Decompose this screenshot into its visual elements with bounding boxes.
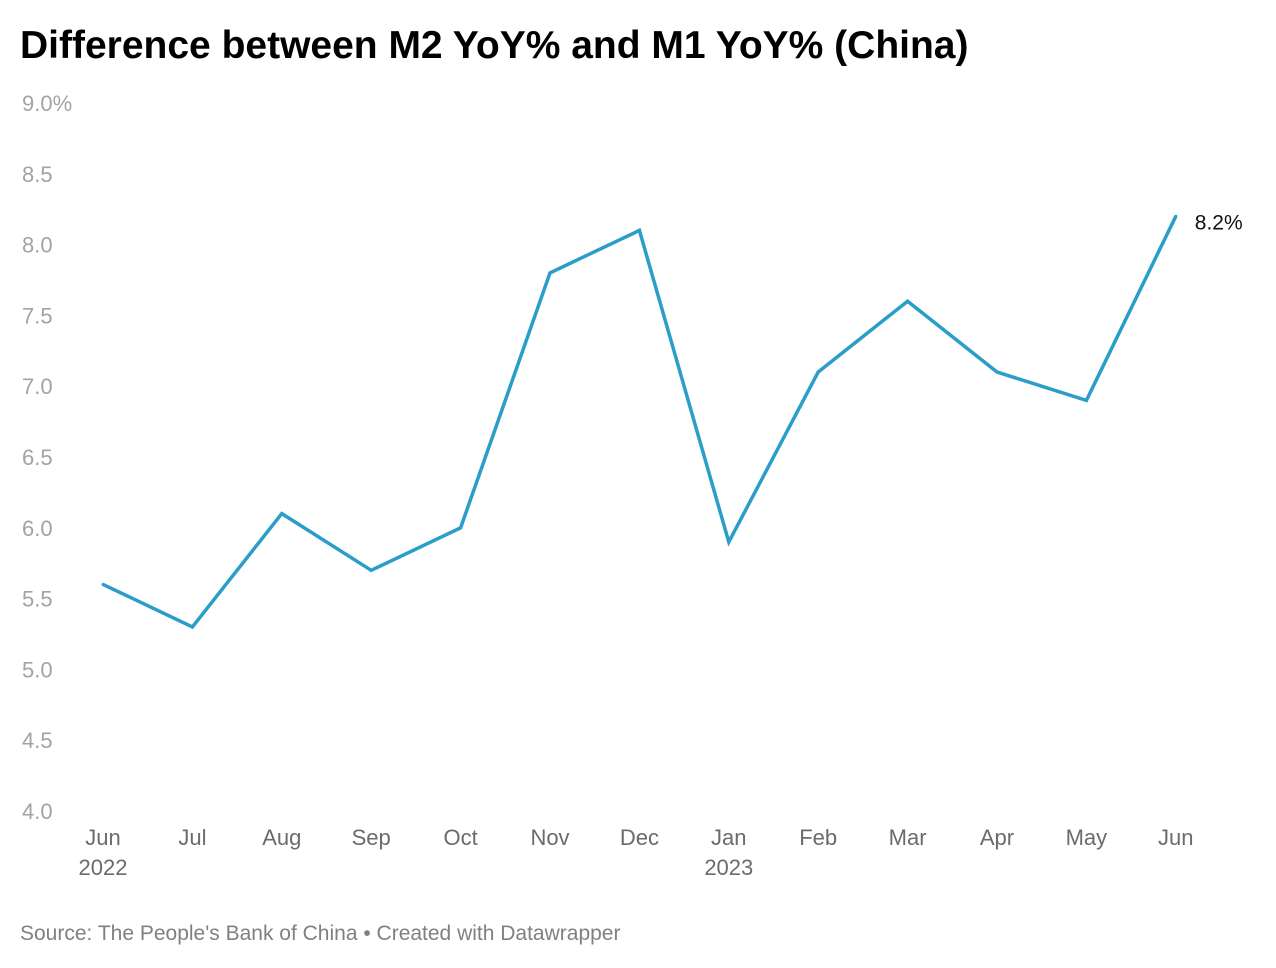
data-point	[727, 540, 731, 544]
y-tick-label: 5.0	[22, 657, 53, 682]
data-point	[459, 526, 463, 530]
x-tick-label: Apr	[980, 825, 1014, 850]
y-tick-label: 7.0	[22, 374, 53, 399]
data-point	[1174, 214, 1178, 218]
y-tick-label: 8.5	[22, 162, 53, 187]
x-tick-label: Jun	[85, 825, 120, 850]
x-year-label: 2022	[79, 855, 128, 880]
x-tick-label: Feb	[799, 825, 837, 850]
data-point	[906, 299, 910, 303]
data-point	[548, 271, 552, 275]
end-value-label: 8.2%	[1195, 211, 1243, 234]
x-tick-label: Aug	[262, 825, 301, 850]
footer-separator: •	[357, 922, 377, 945]
x-axis: Jun 2022 Jul Aug Sep Oct Nov Dec Jan 2023 Feb Mar Ap…	[79, 825, 1194, 880]
x-tick-label: Mar	[889, 825, 927, 850]
chart-title: Difference between M2 YoY% and M1 YoY% (…	[20, 24, 969, 67]
x-year-label: 2023	[704, 855, 753, 880]
line-chart: 4.0 4.5 5.0 5.5 6.0 6.5 7.0 7.5 8.0 8.5 9.0% Jun 20…	[22, 91, 1243, 880]
x-tick-label: May	[1066, 825, 1108, 850]
y-tick-label: 8.0	[22, 233, 53, 258]
data-point	[995, 370, 999, 374]
x-tick-label: Dec	[620, 825, 659, 850]
x-tick-label: Jun	[1158, 825, 1193, 850]
series-line	[102, 215, 1178, 630]
data-point	[369, 568, 373, 572]
data-point	[280, 512, 284, 516]
y-tick-label: 6.5	[22, 445, 53, 470]
data-point	[1084, 398, 1088, 402]
x-tick-label: Nov	[530, 825, 569, 850]
data-point	[101, 582, 105, 586]
data-point	[190, 625, 194, 629]
x-tick-label: Oct	[443, 825, 477, 850]
y-axis: 4.0 4.5 5.0 5.5 6.0 6.5 7.0 7.5 8.0 8.5 9.0%	[22, 91, 72, 824]
series-layer: 8.2%	[101, 211, 1243, 630]
y-tick-label: 7.5	[22, 303, 53, 328]
y-tick-label: 4.5	[22, 728, 53, 753]
chart-footer: Source: The People's Bank of China • Cre…	[20, 922, 620, 946]
data-point	[816, 370, 820, 374]
credit-text: Created with Datawrapper	[376, 922, 621, 945]
y-tick-label: 6.0	[22, 516, 53, 541]
data-point	[637, 228, 641, 232]
x-tick-label: Jul	[178, 825, 206, 850]
source-text: Source: The People's Bank of China	[20, 922, 358, 945]
x-tick-label: Sep	[352, 825, 391, 850]
y-tick-label: 9.0%	[22, 91, 72, 116]
y-tick-label: 5.5	[22, 587, 53, 612]
x-tick-label: Jan	[711, 825, 746, 850]
y-tick-label: 4.0	[22, 799, 53, 824]
